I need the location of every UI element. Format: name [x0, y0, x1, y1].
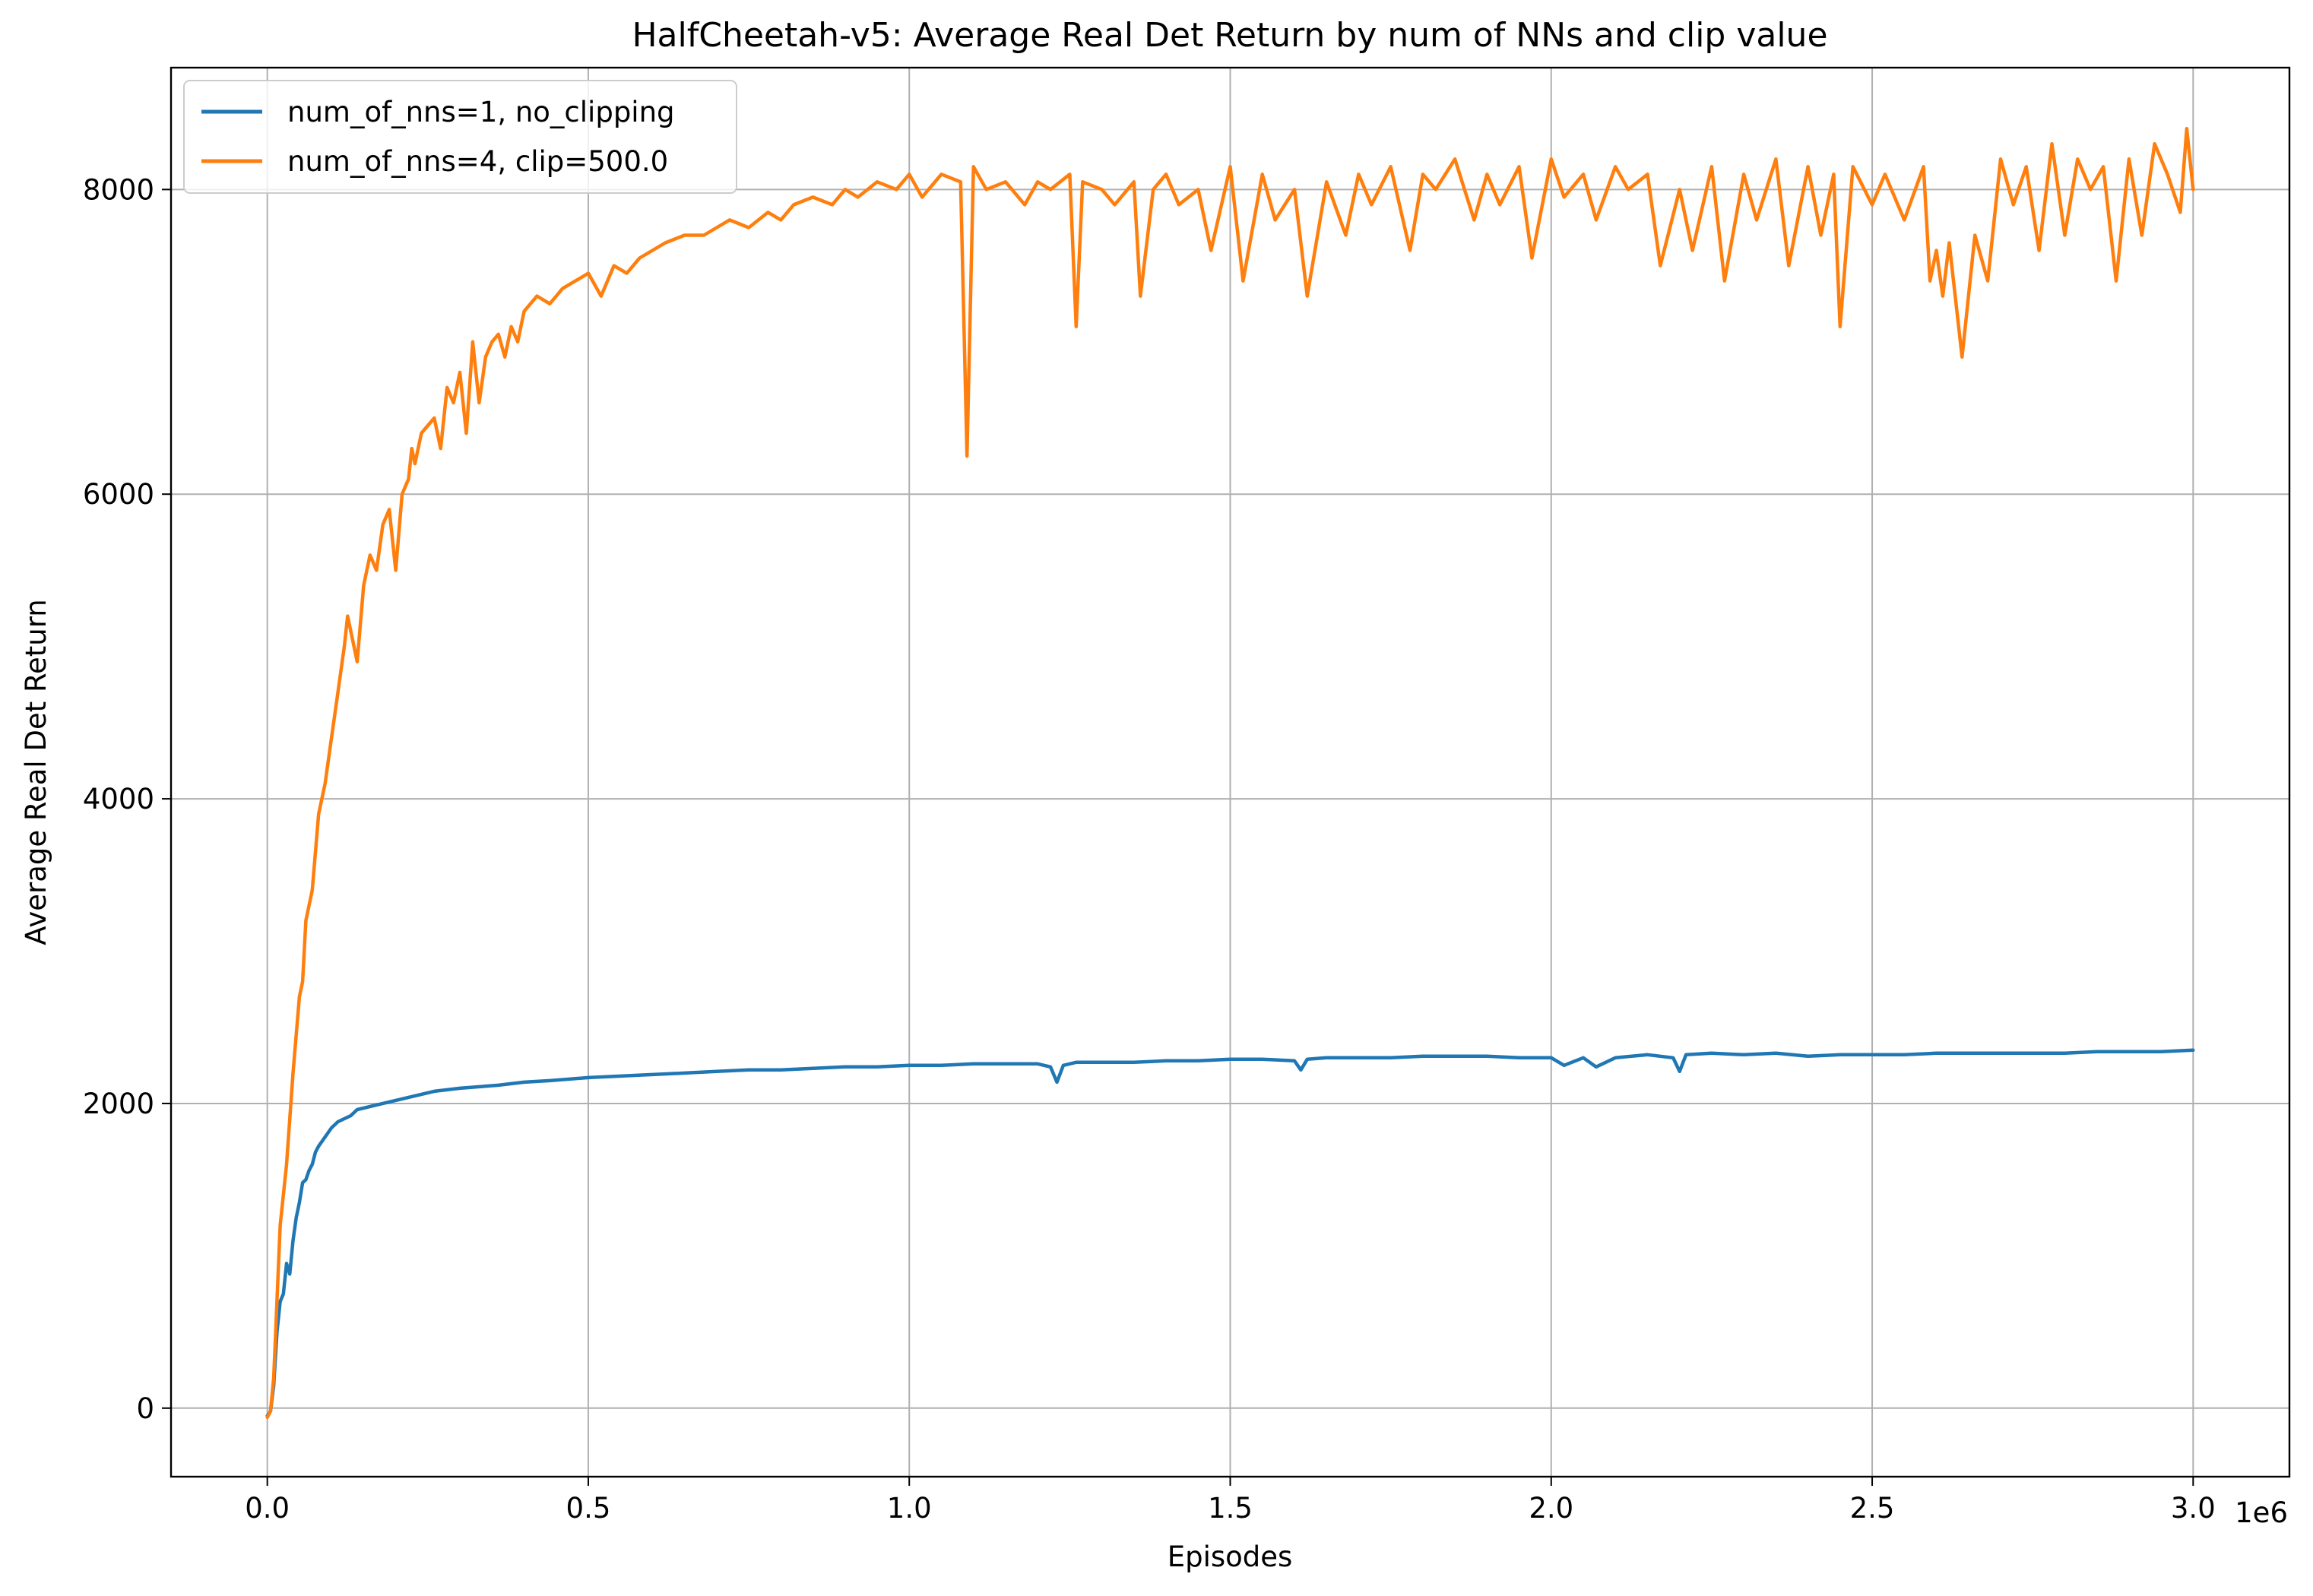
- x-tick-label: 1.5: [1208, 1492, 1253, 1525]
- x-tick-label: 0.5: [566, 1492, 611, 1525]
- series-line-2: [265, 126, 2195, 1420]
- y-tick-label: 4000: [83, 783, 154, 815]
- legend: num_of_nns=1, no_clipping num_of_nns=4, …: [183, 80, 737, 194]
- x-tick-label: 1.0: [887, 1492, 932, 1525]
- y-axis-label: Average Real Det Return: [20, 599, 52, 945]
- y-tick-label: 8000: [83, 173, 154, 206]
- legend-box: [183, 80, 737, 194]
- series-line-1: [265, 1048, 2195, 1418]
- y-axis-ticks: 0 2000 4000 6000 8000: [83, 173, 171, 1425]
- x-axis-offset-label: 1e6: [2235, 1496, 2288, 1529]
- legend-label-series-2: num_of_nns=4, clip=500.0: [287, 145, 668, 178]
- y-tick-label: 0: [136, 1392, 154, 1425]
- x-tick-label: 2.0: [1529, 1492, 1573, 1525]
- x-tick-label: 3.0: [2171, 1492, 2216, 1525]
- y-tick-label: 2000: [83, 1088, 154, 1120]
- series-layer: [265, 126, 2195, 1420]
- chart-title: HalfCheetah-v5: Average Real Det Return …: [632, 16, 1827, 55]
- x-axis-label: Episodes: [1168, 1541, 1293, 1573]
- x-axis-ticks: 0.0 0.5 1.0 1.5 2.0 2.5 3.0: [245, 1477, 2216, 1525]
- legend-label-series-1: num_of_nns=1, no_clipping: [287, 96, 675, 128]
- x-tick-label: 0.0: [245, 1492, 290, 1525]
- y-tick-label: 6000: [83, 478, 154, 511]
- x-tick-label: 2.5: [1850, 1492, 1895, 1525]
